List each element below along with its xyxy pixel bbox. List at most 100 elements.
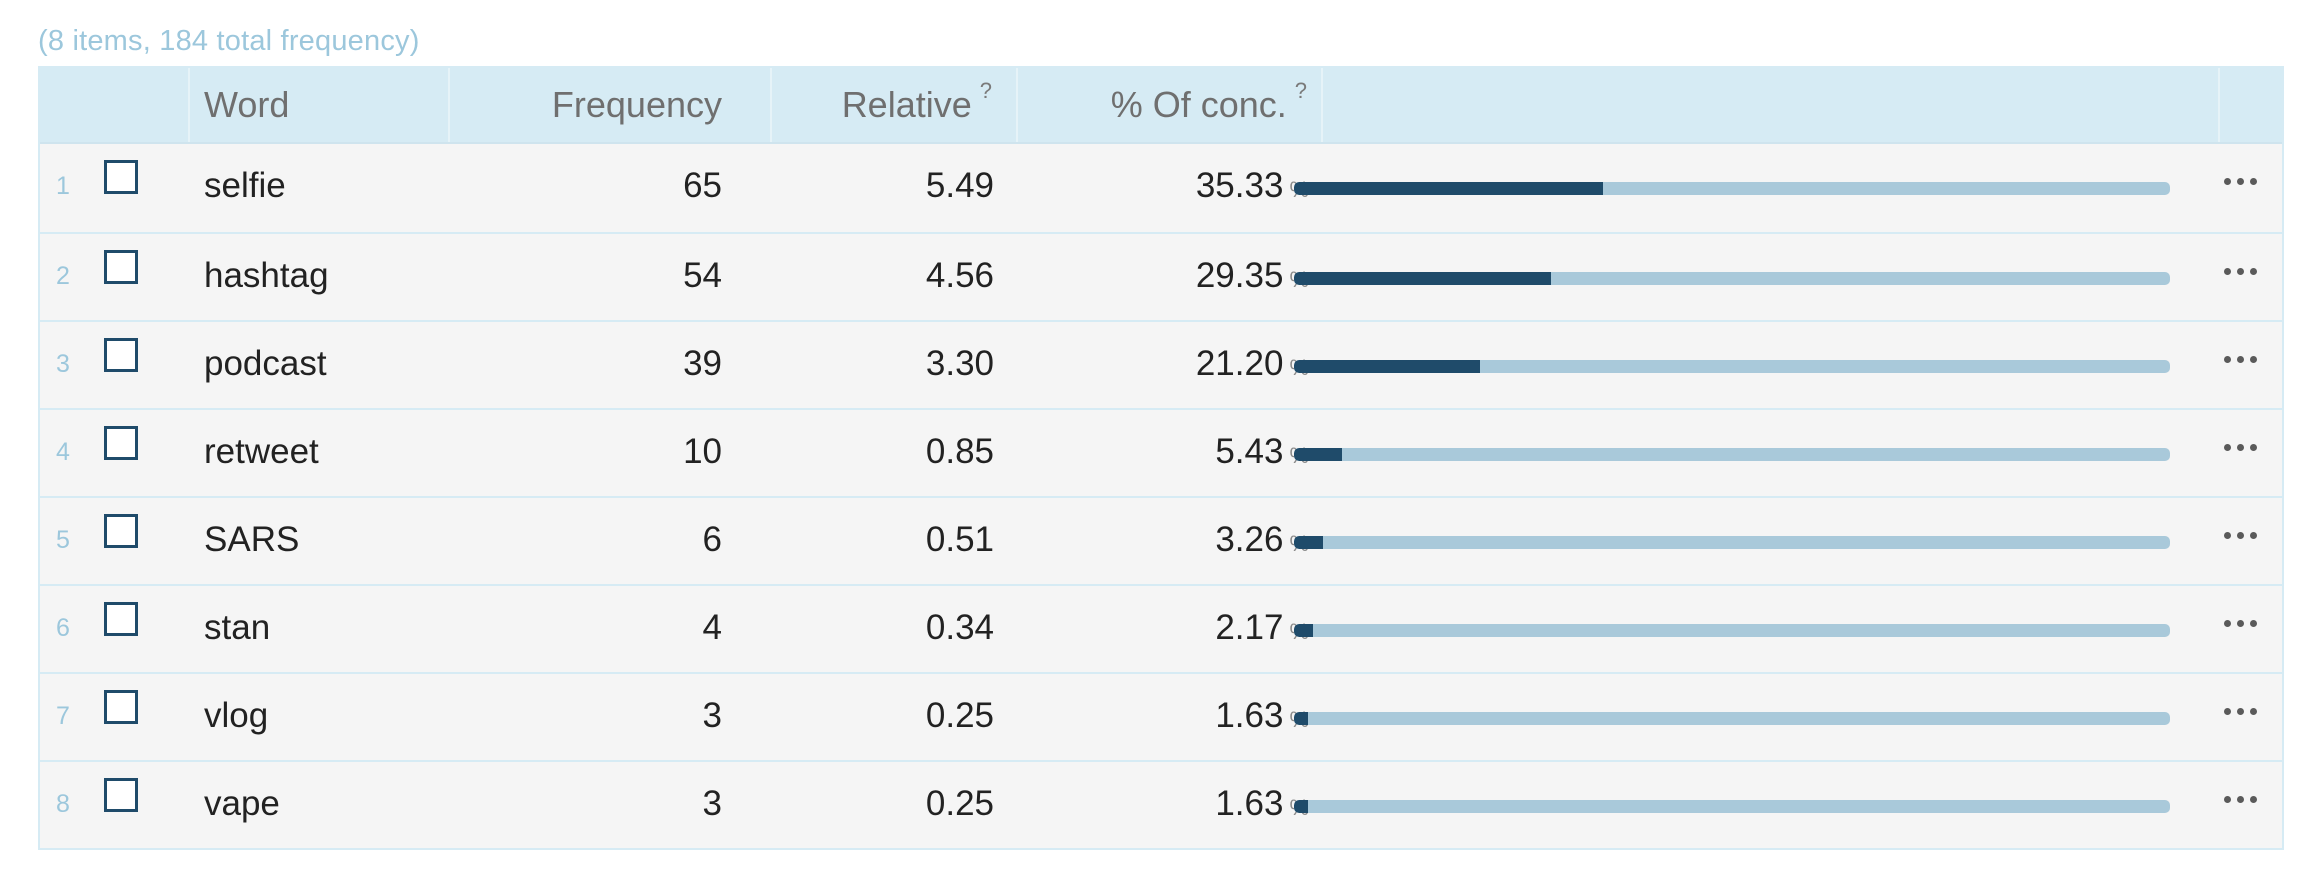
summary-text: (8 items, 184 total frequency) — [38, 25, 420, 57]
row-checkbox[interactable] — [104, 160, 138, 194]
more-dot-icon — [2249, 795, 2257, 803]
header-word[interactable]: Word — [190, 68, 450, 142]
more-dot-icon — [2236, 795, 2244, 803]
more-dot-icon — [2236, 177, 2244, 185]
row-conc: 3.26% — [1018, 520, 1309, 560]
header-conc[interactable]: % Of conc. ? — [1018, 68, 1323, 142]
relative-help-icon[interactable]: ? — [979, 78, 992, 103]
more-dot-icon — [2223, 531, 2231, 539]
concentration-bar — [1294, 182, 2170, 195]
row-conc-value: 21.20 — [1195, 344, 1284, 383]
row-frequency: 39 — [683, 344, 722, 383]
row-number: 4 — [56, 438, 70, 466]
row-conc: 35.33% — [1018, 166, 1309, 206]
more-dot-icon — [2223, 267, 2231, 275]
row-more-options-button[interactable] — [2215, 608, 2265, 638]
concentration-bar-fill — [1294, 712, 1309, 725]
row-word[interactable]: stan — [204, 608, 271, 647]
more-dot-icon — [2236, 443, 2244, 451]
row-word[interactable]: selfie — [204, 166, 286, 205]
more-dot-icon — [2249, 177, 2257, 185]
row-checkbox[interactable] — [104, 338, 138, 372]
row-number: 7 — [56, 702, 70, 730]
row-more-options-button[interactable] — [2215, 784, 2265, 814]
row-conc: 2.17% — [1018, 608, 1309, 648]
row-conc: 1.63% — [1018, 696, 1309, 736]
row-frequency: 4 — [702, 608, 722, 647]
concentration-bar-fill — [1294, 800, 1309, 813]
row-word[interactable]: hashtag — [204, 256, 329, 295]
row-checkbox[interactable] — [104, 690, 138, 724]
row-word[interactable]: podcast — [204, 344, 327, 383]
concentration-bar — [1294, 712, 2170, 725]
header-word-label: Word — [204, 84, 290, 125]
row-relative: 5.49 — [925, 166, 994, 205]
row-conc-value: 35.33 — [1195, 166, 1284, 205]
concentration-bar — [1294, 800, 2170, 813]
header-frequency-label: Frequency — [551, 84, 722, 125]
row-checkbox[interactable] — [104, 602, 138, 636]
header-menu-column — [2220, 68, 2282, 142]
row-checkbox[interactable] — [104, 778, 138, 812]
more-dot-icon — [2236, 267, 2244, 275]
more-dot-icon — [2223, 443, 2231, 451]
row-number: 5 — [56, 526, 70, 554]
more-dot-icon — [2249, 355, 2257, 363]
row-number: 8 — [56, 790, 70, 818]
more-dot-icon — [2223, 177, 2231, 185]
row-word[interactable]: vape — [204, 784, 280, 823]
more-dot-icon — [2236, 707, 2244, 715]
header-conc-label: % Of conc. — [1110, 84, 1287, 125]
conc-help-icon[interactable]: ? — [1294, 78, 1307, 103]
header-select-column — [40, 68, 190, 142]
header-relative[interactable]: Relative ? — [772, 68, 1018, 142]
concentration-bar — [1294, 272, 2170, 285]
row-more-options-button[interactable] — [2215, 166, 2265, 196]
row-word[interactable]: SARS — [204, 520, 300, 559]
more-dot-icon — [2249, 531, 2257, 539]
table-header: Word Frequency Relative ? % Of conc. ? — [40, 68, 2282, 144]
row-relative: 4.56 — [925, 256, 994, 295]
table-row: 1 selfie 65 5.49 35.33% — [40, 144, 2282, 232]
concentration-bar-fill — [1294, 536, 1323, 549]
header-frequency[interactable]: Frequency — [450, 68, 772, 142]
concentration-bar-fill — [1294, 624, 1313, 637]
row-frequency: 54 — [683, 256, 722, 295]
row-more-options-button[interactable] — [2215, 520, 2265, 550]
row-number: 2 — [56, 262, 70, 290]
concentration-bar — [1294, 448, 2170, 461]
header-bar-column — [1323, 68, 2220, 142]
more-dot-icon — [2223, 795, 2231, 803]
more-dot-icon — [2223, 355, 2231, 363]
more-dot-icon — [2249, 267, 2257, 275]
row-more-options-button[interactable] — [2215, 256, 2265, 286]
row-frequency: 6 — [702, 520, 722, 559]
row-more-options-button[interactable] — [2215, 696, 2265, 726]
row-more-options-button[interactable] — [2215, 344, 2265, 374]
more-dot-icon — [2236, 619, 2244, 627]
row-more-options-button[interactable] — [2215, 432, 2265, 462]
row-frequency: 3 — [702, 696, 722, 735]
row-checkbox[interactable] — [104, 514, 138, 548]
row-checkbox[interactable] — [104, 250, 138, 284]
concentration-bar-fill — [1294, 448, 1342, 461]
row-conc: 29.35% — [1018, 256, 1309, 296]
row-relative: 0.85 — [925, 432, 994, 471]
row-word[interactable]: retweet — [204, 432, 319, 471]
more-dot-icon — [2249, 619, 2257, 627]
table-row: 8 vape 3 0.25 1.63% — [40, 760, 2282, 848]
header-relative-label: Relative — [841, 84, 972, 125]
row-word[interactable]: vlog — [204, 696, 269, 735]
concentration-bar — [1294, 360, 2170, 373]
more-dot-icon — [2249, 443, 2257, 451]
row-conc: 21.20% — [1018, 344, 1309, 384]
more-dot-icon — [2223, 707, 2231, 715]
more-dot-icon — [2249, 707, 2257, 715]
table-row: 4 retweet 10 0.85 5.43% — [40, 408, 2282, 496]
row-checkbox[interactable] — [104, 426, 138, 460]
row-frequency: 65 — [683, 166, 722, 205]
table-row: 2 hashtag 54 4.56 29.35% — [40, 232, 2282, 320]
row-frequency: 3 — [702, 784, 722, 823]
row-conc-value: 1.63 — [1215, 696, 1284, 735]
row-relative: 0.34 — [925, 608, 994, 647]
